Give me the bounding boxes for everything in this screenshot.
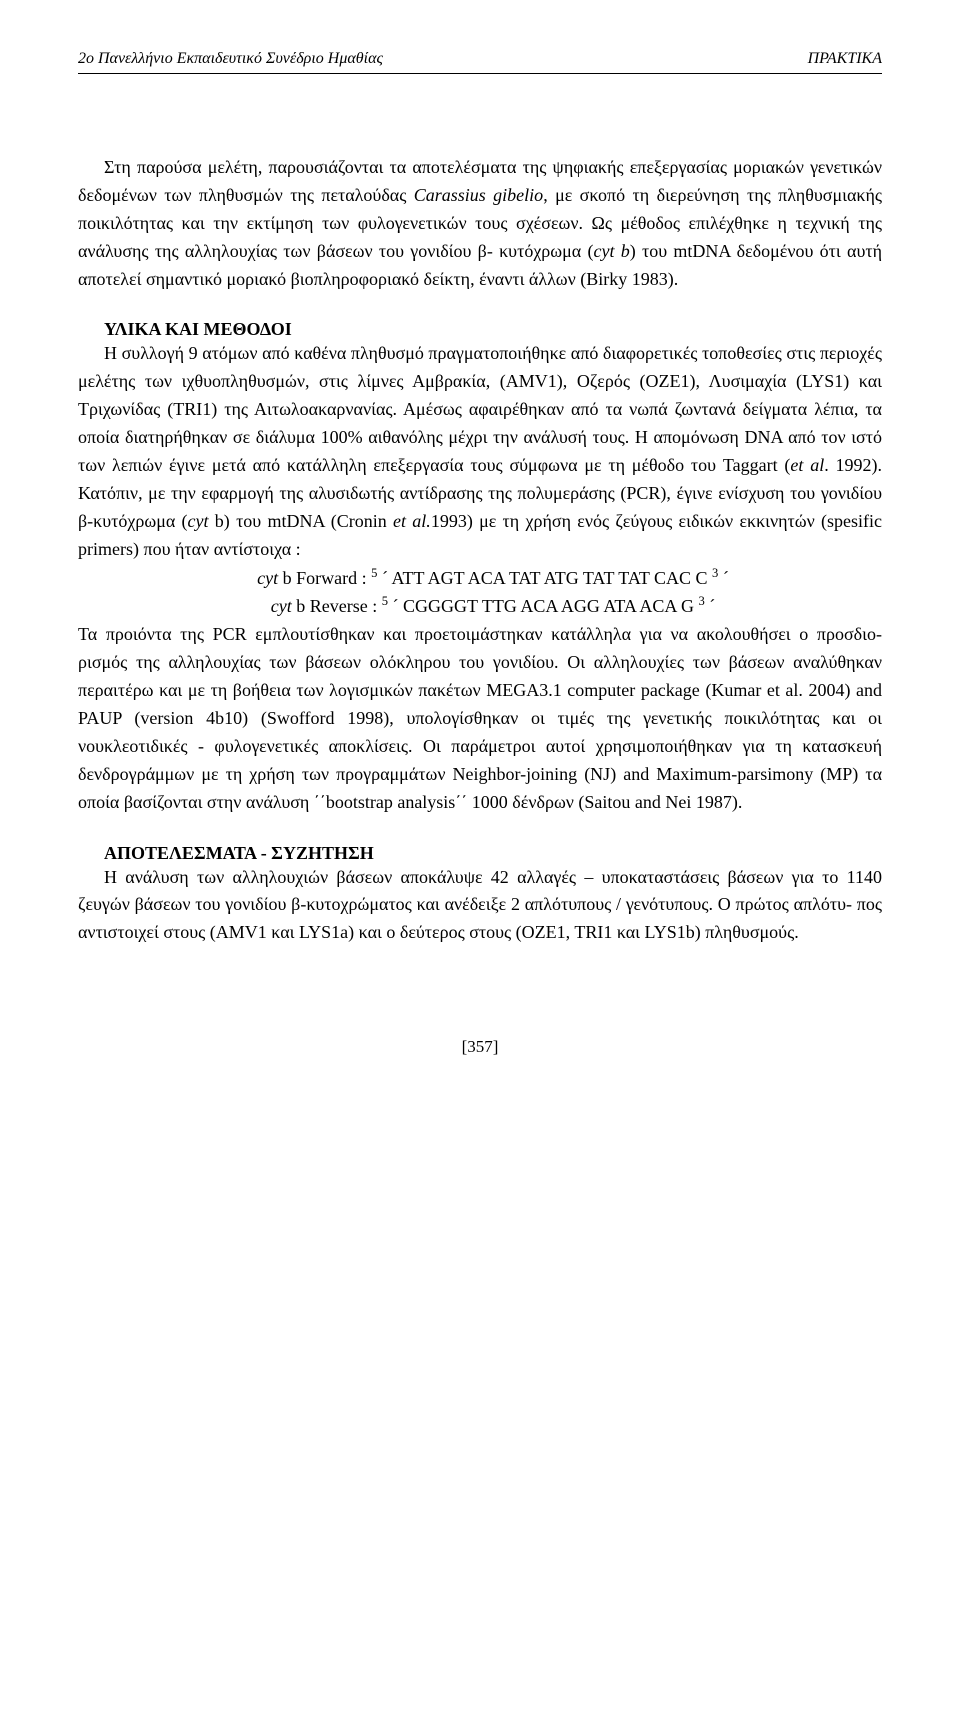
page-footer: [357] bbox=[78, 1037, 882, 1057]
header-left: 2ο Πανελλήνιο Εκπαιδευτικό Συνέδριο Ημαθ… bbox=[78, 50, 383, 68]
primer-forward-line: cyt b Forward : 5 ´ ATT AGT ACA TAT ATG … bbox=[78, 564, 882, 593]
page-header: 2ο Πανελλήνιο Εκπαιδευτικό Συνέδριο Ημαθ… bbox=[78, 50, 882, 74]
paragraph-1: Στη παρούσα μελέτη, παρουσιάζονται τα απ… bbox=[78, 154, 882, 293]
methods-paragraph-1: Η συλλογή 9 ατόμων από καθένα πληθυσμό π… bbox=[78, 340, 882, 563]
results-paragraph-1: Η ανάλυση των αλληλουχιών βάσεων αποκάλυ… bbox=[78, 864, 882, 948]
methods-paragraph-2: Τα προιόντα της PCR εμπλουτίσθηκαν και π… bbox=[78, 621, 882, 816]
results-body: Η ανάλυση των αλληλουχιών βάσεων αποκάλυ… bbox=[78, 864, 882, 948]
methods-body: Η συλλογή 9 ατόμων από καθένα πληθυσμό π… bbox=[78, 340, 882, 816]
section-heading-results: ΑΠΟΤΕΛΕΣΜΑΤΑ - ΣΥΖΗΤΗΣΗ bbox=[78, 843, 882, 864]
header-right: ΠΡΑΚΤΙΚΑ bbox=[808, 50, 882, 68]
section-heading-methods: ΥΛΙΚΑ ΚΑΙ ΜΕΘΟΔΟΙ bbox=[78, 319, 882, 340]
intro-paragraph: Στη παρούσα μελέτη, παρουσιάζονται τα απ… bbox=[78, 154, 882, 293]
primer-reverse-line: cyt b Reverse : 5 ´ CGGGGT TTG ACA AGG A… bbox=[78, 592, 882, 621]
page-number: [357] bbox=[462, 1037, 499, 1056]
